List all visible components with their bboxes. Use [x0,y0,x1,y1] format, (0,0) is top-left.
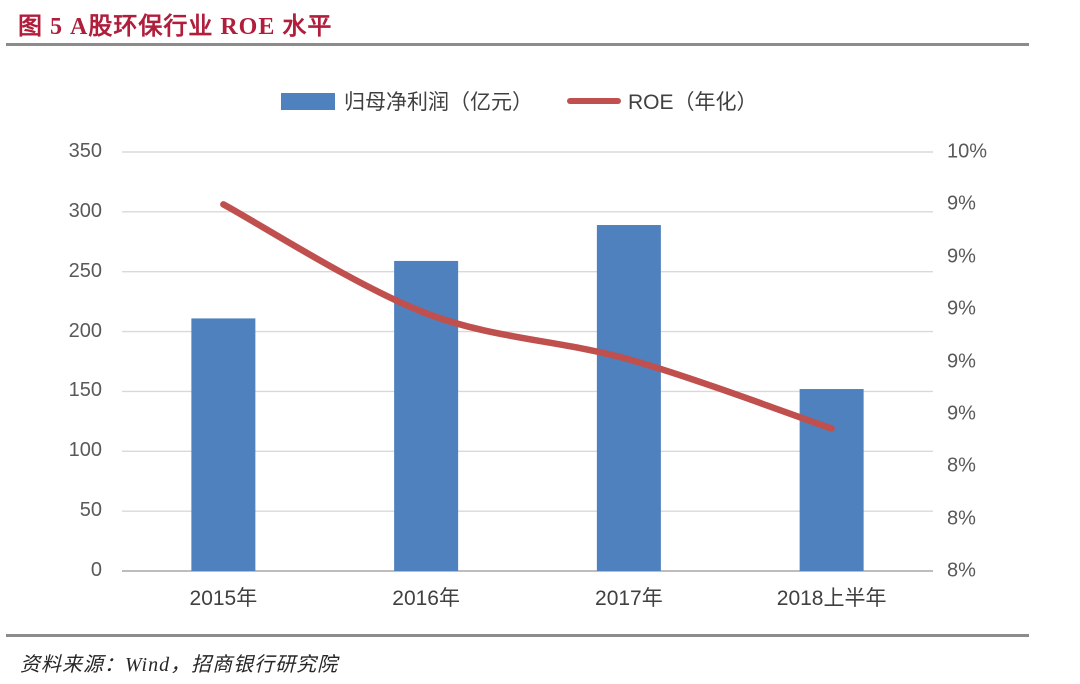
left-axis-tick: 350 [68,140,102,163]
figure-title: 图 5 A股环保行业 ROE 水平 [18,14,333,40]
legend-item-roe: ROE（年化） [567,86,758,116]
left-axis-tick: 300 [68,199,102,222]
x-axis-category-2017年: 2017年 [595,587,663,610]
left-axis-tick: 100 [68,439,102,462]
x-axis-category-2018上半年: 2018上半年 [776,587,887,610]
data-source-note: 资料来源：Wind，招商银行研究院 [20,654,339,676]
right-axis-tick: 10% [947,140,988,163]
x-axis-category-2015年: 2015年 [189,587,258,610]
title-divider [6,43,1029,46]
right-axis-tick: 8% [947,454,976,477]
x-axis-category-2016年: 2016年 [392,587,460,610]
bar-2018上半年 [799,389,864,571]
footer-divider [6,634,1029,637]
right-axis-tick: 9% [947,297,976,320]
chart-legend: 归母净利润（亿元） ROE（年化） [0,86,1080,120]
legend-label-roe: ROE（年化） [628,91,758,114]
roe-line-swatch-icon [567,98,621,104]
right-axis-tick: 8% [947,507,976,530]
bar-2017年 [596,225,661,572]
bar-2015年 [191,318,256,571]
right-axis-tick: 9% [947,402,976,425]
left-axis-tick: 50 [79,499,102,522]
right-axis-tick: 9% [947,192,976,215]
right-axis-tick: 9% [947,245,976,268]
left-axis-tick: 0 [90,559,102,582]
left-axis-tick: 250 [68,259,102,282]
left-axis-tick: 200 [68,319,102,342]
roe-line [220,201,835,432]
right-axis-tick: 8% [947,559,976,582]
right-axis-tick: 9% [947,350,976,372]
left-axis-tick: 150 [68,379,102,402]
legend-item-net-profit: 归母净利润（亿元） [281,86,533,116]
legend-label-net-profit: 归母净利润（亿元） [344,91,533,114]
net-profit-swatch-icon [281,92,335,110]
